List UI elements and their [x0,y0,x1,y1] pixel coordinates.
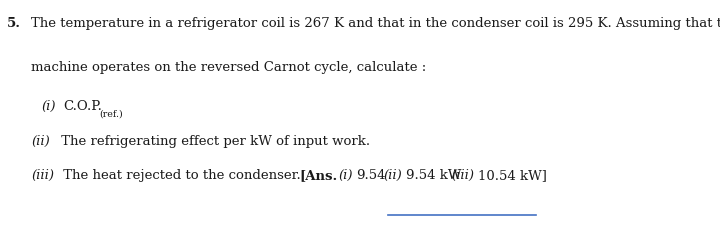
Text: C.O.P.: C.O.P. [63,100,102,113]
Text: The refrigerating effect per kW of input work.: The refrigerating effect per kW of input… [57,135,370,148]
Text: (iii): (iii) [31,169,54,182]
Text: 5.: 5. [6,17,21,30]
Text: machine operates on the reversed Carnot cycle, calculate :: machine operates on the reversed Carnot … [31,61,426,74]
Text: 9.54: 9.54 [356,169,386,182]
Text: The temperature in a refrigerator coil is 267 K and that in the condenser coil i: The temperature in a refrigerator coil i… [31,17,720,30]
Text: (ii): (ii) [383,169,402,182]
Text: [Ans.: [Ans. [300,169,338,182]
Text: (i): (i) [42,100,56,113]
Text: The heat rejected to the condenser.: The heat rejected to the condenser. [59,169,301,182]
Text: (i): (i) [338,169,353,182]
Text: (iii): (iii) [451,169,474,182]
Text: (ii): (ii) [31,135,50,148]
Text: 9.54 kW: 9.54 kW [406,169,462,182]
Text: (ref.): (ref.) [99,109,123,118]
Text: 10.54 kW]: 10.54 kW] [478,169,546,182]
